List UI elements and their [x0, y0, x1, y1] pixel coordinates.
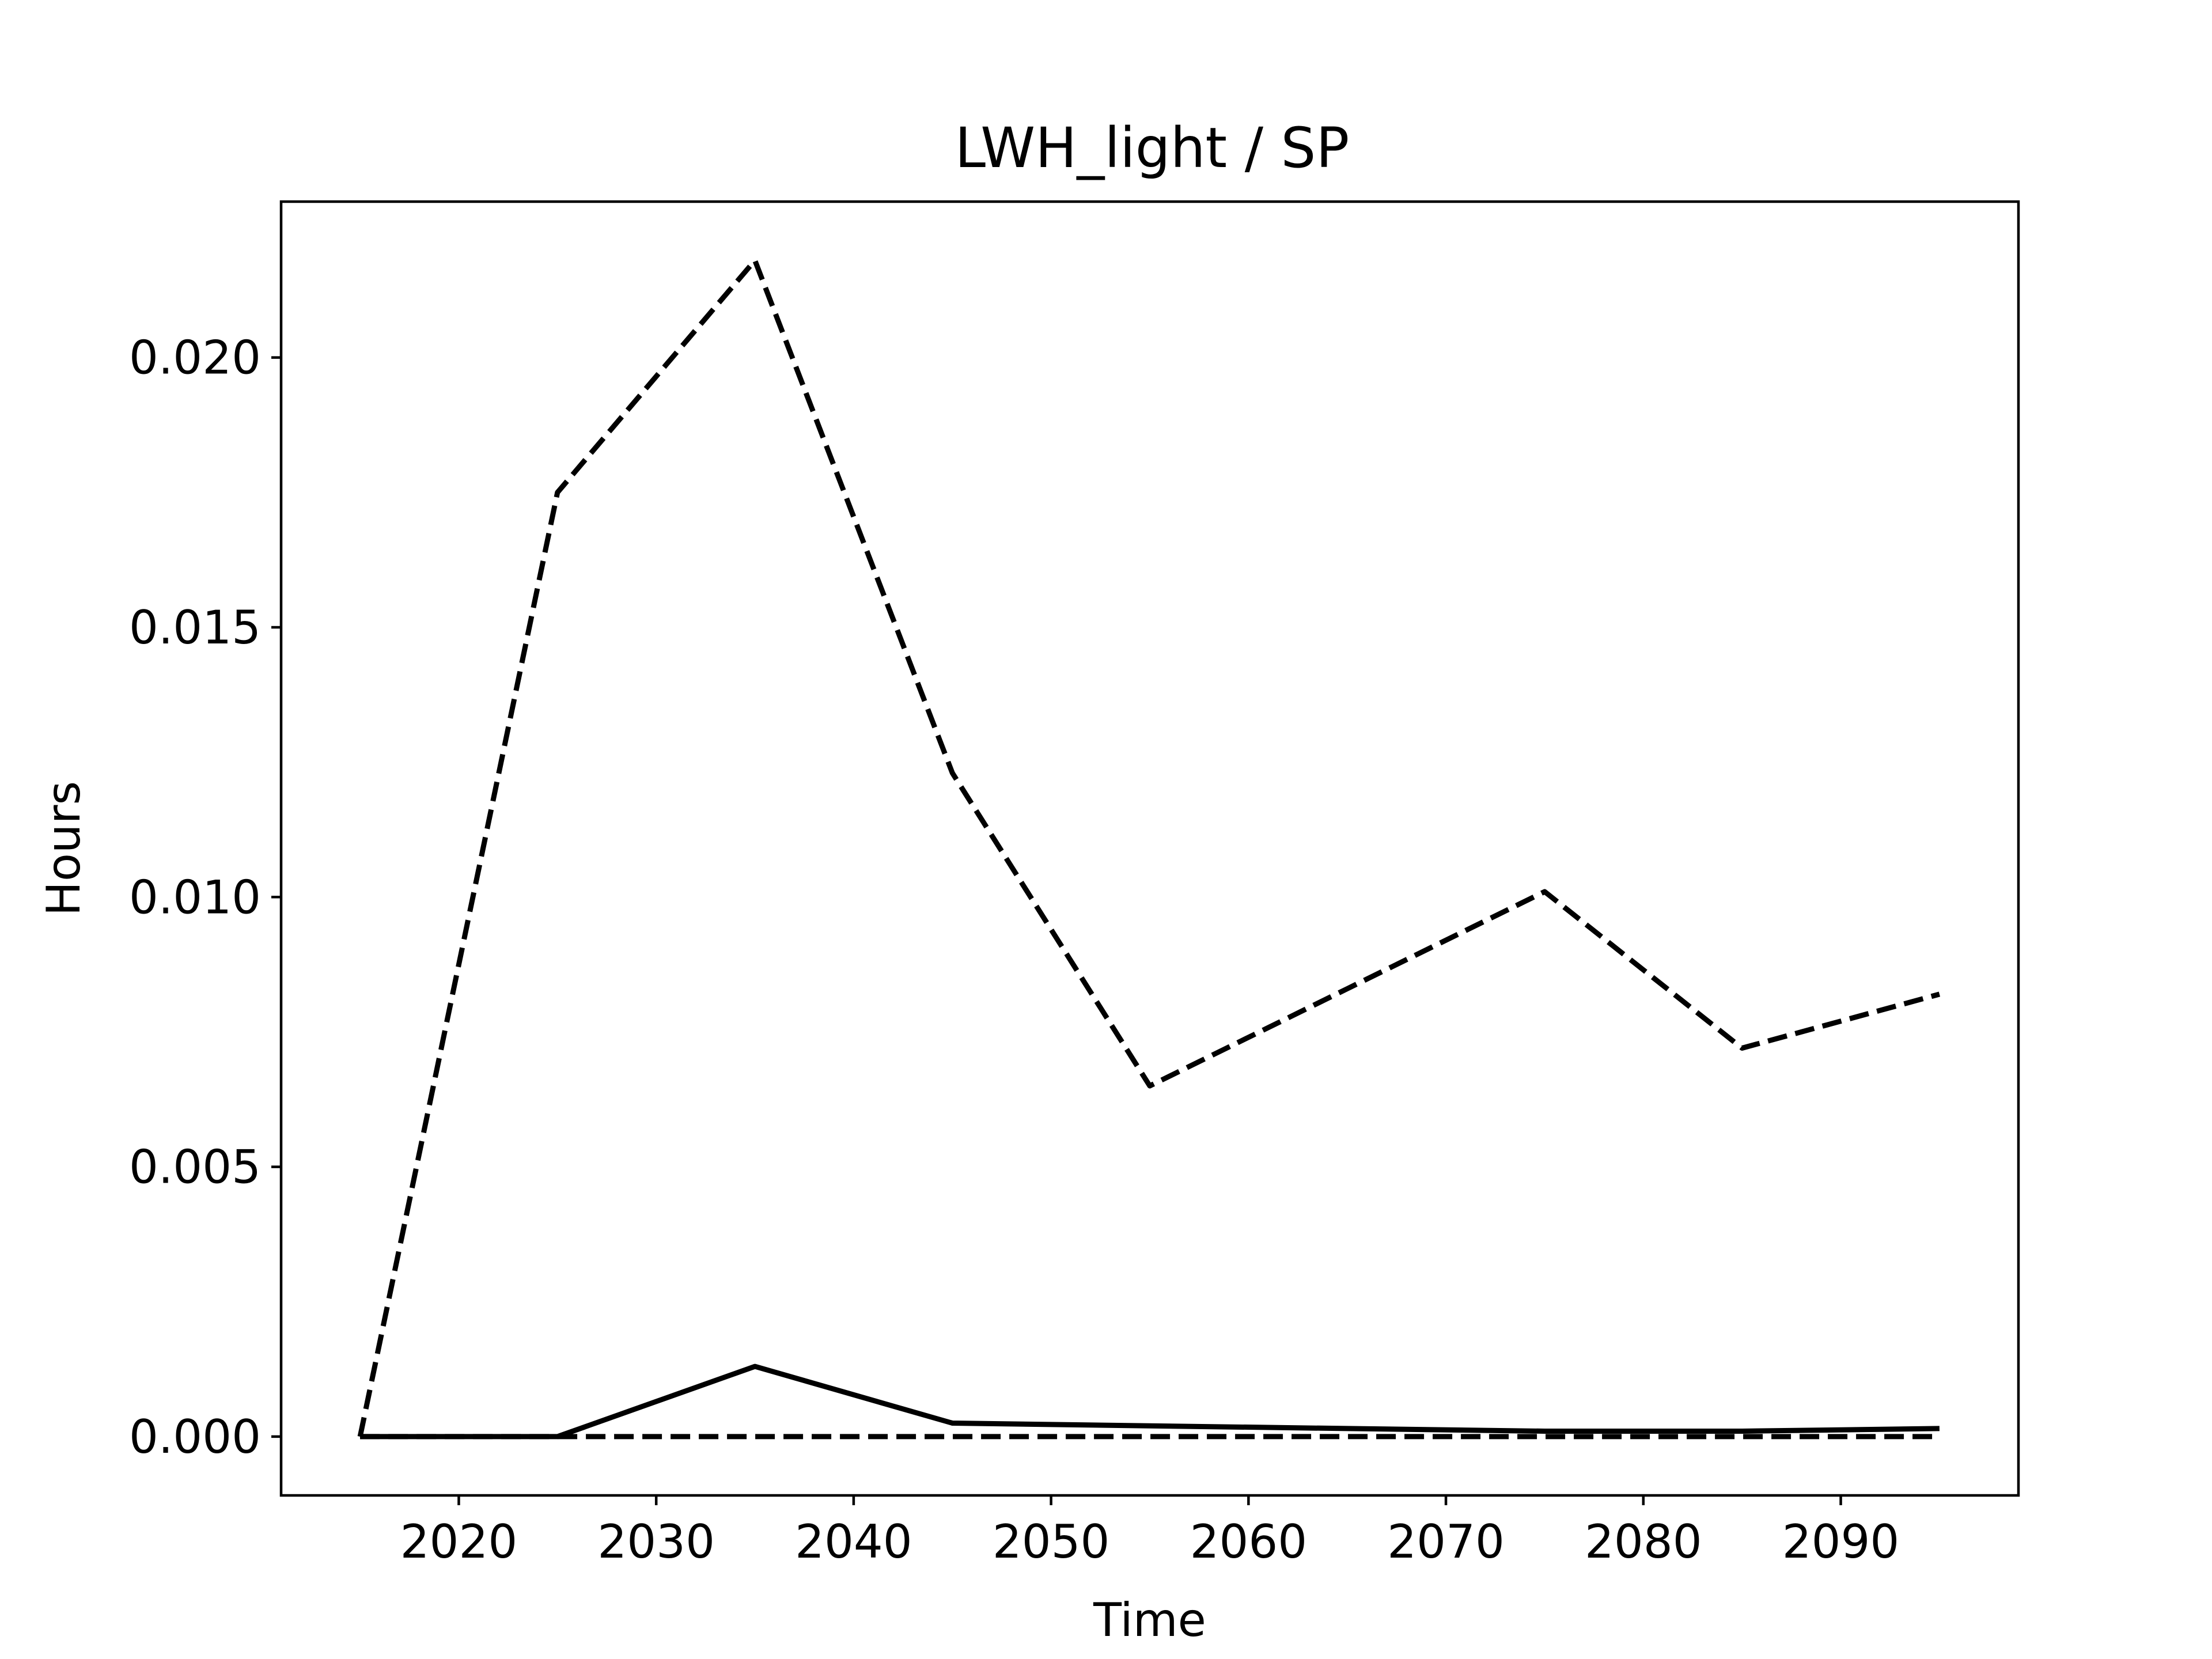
plot-area — [357, 257, 1941, 1440]
x-tick-label: 2040 — [795, 1515, 912, 1569]
plot-frame — [279, 200, 2020, 1497]
x-tick-label: 2060 — [1190, 1515, 1308, 1569]
x-tick-label: 2090 — [1782, 1515, 1900, 1569]
y-tick-label: 0.015 — [129, 601, 261, 654]
chart-title: LWH_light / SP — [955, 116, 1350, 180]
y-tick-label: 0.020 — [129, 331, 261, 385]
y-axis-label: Hours — [37, 781, 90, 916]
series-line-2-solid — [360, 1363, 1940, 1440]
y-tick-label: 0.000 — [129, 1410, 261, 1464]
y-tick-label: 0.010 — [129, 870, 261, 924]
x-tick-label: 2020 — [400, 1515, 518, 1569]
x-tick-label: 2030 — [597, 1515, 715, 1569]
series-line-1-dashed — [357, 257, 1941, 1437]
x-tick-label: 2050 — [993, 1515, 1110, 1569]
x-tick-label: 2080 — [1585, 1515, 1702, 1569]
x-axis: 2020 2030 2040 2050 2060 2070 2080 2090 — [400, 1495, 1900, 1569]
y-tick-label: 0.005 — [129, 1141, 261, 1194]
x-axis-label: Time — [1093, 1593, 1206, 1647]
y-axis: 0.000 0.005 0.010 0.015 0.020 — [129, 331, 281, 1464]
x-tick-label: 2070 — [1387, 1515, 1505, 1569]
